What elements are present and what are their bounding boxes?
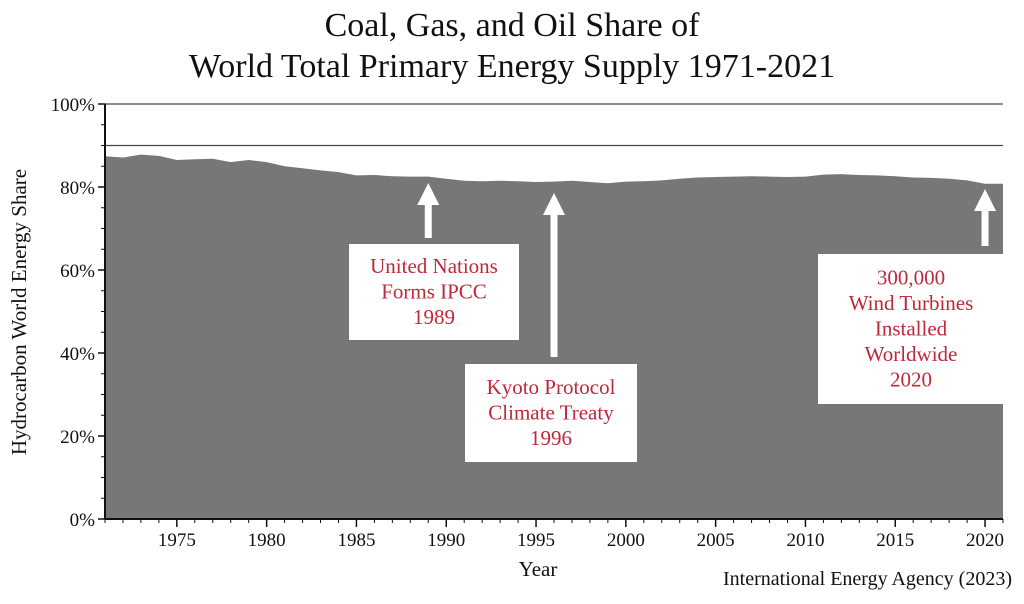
- y-axis-label: Hydrocarbon World Energy Share: [7, 169, 31, 455]
- annotation-arrow-head-1996: [543, 193, 565, 215]
- annotation-text: Kyoto Protocol: [487, 375, 616, 399]
- annotation-text: 300,000: [877, 265, 945, 289]
- y-tick-label: 60%: [60, 261, 95, 282]
- x-tick-label: 2005: [697, 530, 735, 551]
- annotation-text: 1989: [413, 305, 455, 329]
- y-tick-label: 40%: [60, 344, 95, 365]
- y-tick-label: 20%: [60, 427, 95, 448]
- x-tick-label: 2000: [607, 530, 645, 551]
- annotation-text: United Nations: [370, 254, 498, 278]
- annotation-text: 1996: [530, 426, 572, 450]
- chart-title-line-1: Coal, Gas, and Oil Share of: [324, 7, 700, 44]
- x-axis-label: Year: [519, 557, 558, 581]
- source-note: International Energy Agency (2023): [723, 568, 1012, 590]
- y-tick-label: 80%: [60, 178, 95, 199]
- annotation-text: Climate Treaty: [488, 400, 614, 424]
- annotation-text: Wind Turbines: [849, 291, 974, 315]
- annotation-arrow-head-2020: [974, 189, 997, 211]
- chart-title-line-2: World Total Primary Energy Supply 1971-2…: [188, 48, 836, 85]
- x-tick-label: 1990: [427, 530, 465, 551]
- annotation-box-1989: [349, 244, 519, 340]
- x-tick-label: 1985: [337, 530, 375, 551]
- annotation-text: Forms IPCC: [381, 279, 487, 303]
- annotation-arrow-head-1989: [417, 183, 440, 205]
- x-tick-label: 2020: [966, 530, 1004, 551]
- annotation-box-2020: [818, 254, 1004, 404]
- x-tick-label: 1975: [158, 530, 196, 551]
- x-tick-label: 1995: [517, 530, 555, 551]
- x-tick-label: 1980: [248, 530, 286, 551]
- annotation-box-1996: [465, 364, 637, 462]
- x-tick-label: 2015: [876, 530, 914, 551]
- x-tick-label: 2010: [786, 530, 824, 551]
- annotation-text: Worldwide: [865, 342, 958, 366]
- annotation-text: Installed: [875, 316, 948, 340]
- annotation-text: 2020: [890, 367, 932, 391]
- y-tick-label: 100%: [51, 95, 96, 116]
- y-tick-label: 0%: [70, 510, 96, 531]
